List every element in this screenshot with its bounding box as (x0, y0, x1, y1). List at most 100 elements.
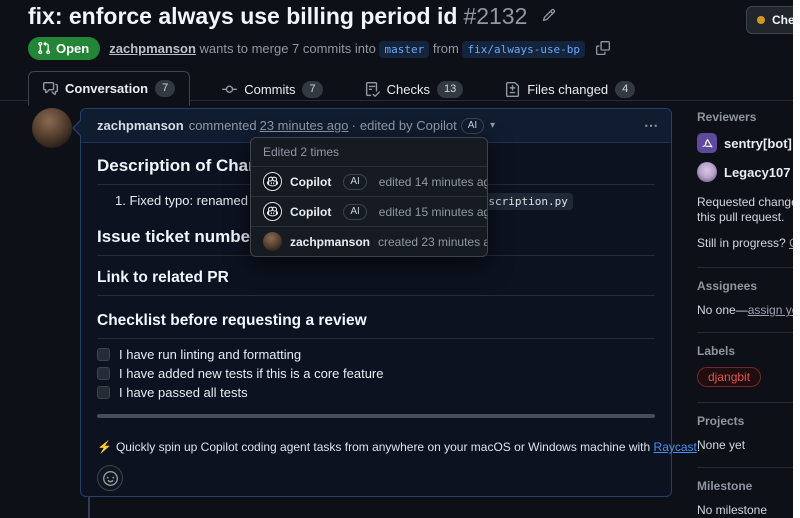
copilot-avatar-icon (263, 202, 282, 221)
edit-history-detail: edited 15 minutes ago (378, 204, 488, 219)
comment-discussion-icon (43, 81, 58, 96)
edited-separator: · (351, 118, 356, 133)
sidebar-divider (697, 402, 793, 403)
pr-author-link[interactable]: zachpmanson (109, 40, 196, 56)
ai-badge: AI (343, 203, 367, 220)
edit-history-detail: edited 14 minutes ago (most recent) (378, 174, 487, 189)
open-status-label: Open (56, 40, 90, 56)
edit-history-dropdown: Edited 2 times Copilot AI edited 14 minu… (250, 137, 488, 257)
edit-history-item[interactable]: Copilot AI edited 14 minutes ago (most r… (251, 167, 487, 197)
edit-history-item[interactable]: zachpmanson created 23 minutes ago (251, 227, 487, 256)
comment-kebab-menu[interactable]: ⋯ (644, 117, 659, 133)
tab-checks-label: Checks (386, 82, 430, 97)
copy-branch-icon[interactable] (596, 41, 611, 55)
label-djangbit[interactable]: djangbit (697, 367, 762, 387)
add-reaction-button[interactable] (97, 465, 123, 491)
projects-value: None yet (697, 438, 746, 452)
base-branch-label[interactable]: master (379, 40, 430, 58)
heading-checklist: Checklist before requesting a review (97, 312, 655, 339)
tab-files-changed-count: 4 (615, 81, 636, 98)
sentry-avatar-icon (697, 133, 717, 153)
tab-conversation[interactable]: Conversation 7 (28, 71, 191, 106)
tab-conversation-count: 7 (155, 80, 176, 97)
markdown-divider (97, 414, 655, 418)
copilot-avatar-icon (263, 172, 282, 191)
merge-sentence: wants to merge 7 commits into (199, 40, 376, 56)
reviewers-title: Reviewers (697, 110, 757, 124)
tab-commits[interactable]: Commits 7 (212, 73, 332, 106)
sidebar-divider (697, 267, 793, 268)
open-status-badge: Open (28, 36, 101, 60)
edit-history-actor: Copilot (290, 174, 332, 189)
milestone-value: No milestone (697, 503, 768, 517)
checklist-label: I have added new tests if this is a core… (119, 366, 384, 381)
labels-title: Labels (697, 344, 736, 358)
pr-status-row: Open zachpmanson wants to merge 7 commit… (28, 34, 611, 62)
avatar[interactable] (32, 108, 72, 148)
tab-files-changed-label: Files changed (527, 82, 609, 97)
right-edge-strip (793, 0, 800, 518)
reviewer-name: Legacy107 (724, 164, 791, 180)
tab-commits-label: Commits (244, 82, 296, 97)
sidebar: Reviewers sentry[bot] Legacy107 Requeste… (697, 0, 800, 518)
assignees-value: No one—assign yourself (697, 303, 800, 318)
checklist-label: I have run linting and formatting (119, 347, 302, 362)
edit-history-actor: Copilot (290, 204, 332, 219)
pr-number: #2132 (463, 3, 528, 29)
raycast-link[interactable]: Raycast (653, 440, 697, 454)
comment-action: commented (188, 118, 257, 133)
pr-title-text: fix: enforce always use billing period i… (28, 3, 458, 29)
lightning-icon: ⚡ (97, 440, 112, 454)
edited-by-text[interactable]: edited by Copilot (359, 118, 457, 133)
reviewer-row[interactable]: Legacy107 (697, 162, 800, 182)
smiley-icon (102, 470, 118, 486)
edit-history-title: Edited 2 times (251, 138, 487, 167)
edit-history-actor: zachpmanson (290, 234, 371, 249)
checklist-row: I have added new tests if this is a core… (97, 366, 383, 381)
tab-files-changed[interactable]: Files changed 4 (495, 73, 645, 106)
edit-history-detail: created 23 minutes ago (378, 234, 487, 249)
tab-checks[interactable]: Checks 13 (355, 73, 474, 106)
list-marker: 1. (115, 193, 126, 208)
pr-title: fix: enforce always use billing period i… (28, 3, 556, 30)
projects-title: Projects (697, 414, 745, 428)
checklist-icon (365, 82, 380, 97)
timeline-line (88, 497, 90, 518)
milestone-title: Milestone (697, 479, 753, 493)
pending-status-dot-icon (757, 16, 765, 24)
tab-conversation-label: Conversation (65, 81, 149, 96)
checkbox-unchecked[interactable] (97, 367, 110, 380)
still-in-progress-note: Still in progress? Convert to draft (697, 236, 800, 251)
pr-tabs: Conversation 7 Commits 7 Checks 13 Files… (28, 71, 645, 106)
tab-commits-count: 7 (302, 81, 323, 98)
edit-history-item[interactable]: Copilot AI edited 15 minutes ago (251, 197, 487, 227)
assign-yourself-link[interactable]: assign yourself (747, 303, 800, 317)
list-text: Fixed typo: renamed (129, 193, 252, 208)
sidebar-divider (697, 467, 793, 468)
reviewer-name: sentry[bot] (724, 135, 792, 151)
edit-title-pencil-icon[interactable] (542, 8, 556, 22)
head-branch-label[interactable]: fix/always-use-bp (462, 40, 586, 58)
assignees-title: Assignees (697, 279, 758, 293)
checkbox-unchecked[interactable] (97, 386, 110, 399)
checklist-row: I have passed all tests (97, 385, 248, 400)
checkbox-unchecked[interactable] (97, 348, 110, 361)
copilot-promo-text: ⚡ Quickly spin up Copilot coding agent ta… (97, 440, 701, 454)
ai-badge: AI (460, 117, 485, 134)
pr-description-comment: zachpmanson commented 23 minutes ago · e… (72, 108, 700, 497)
git-pull-request-icon (37, 41, 51, 55)
tabs-bottom-border (0, 100, 793, 101)
git-commit-icon (222, 82, 238, 97)
ai-badge: AI (343, 173, 367, 190)
requested-changes-note: Requested changes must this pull request… (697, 195, 800, 224)
edit-history-caret-icon[interactable]: ▾ (490, 120, 496, 131)
comment-author-link[interactable]: zachpmanson (97, 118, 184, 133)
avatar (697, 162, 717, 182)
from-text: from (432, 40, 459, 56)
reviewer-row[interactable]: sentry[bot] (697, 133, 800, 153)
comment-timestamp-link[interactable]: 23 minutes ago (259, 118, 349, 133)
heading-link-related-pr: Link to related PR (97, 269, 655, 296)
file-diff-icon (505, 82, 520, 97)
avatar (263, 232, 282, 251)
